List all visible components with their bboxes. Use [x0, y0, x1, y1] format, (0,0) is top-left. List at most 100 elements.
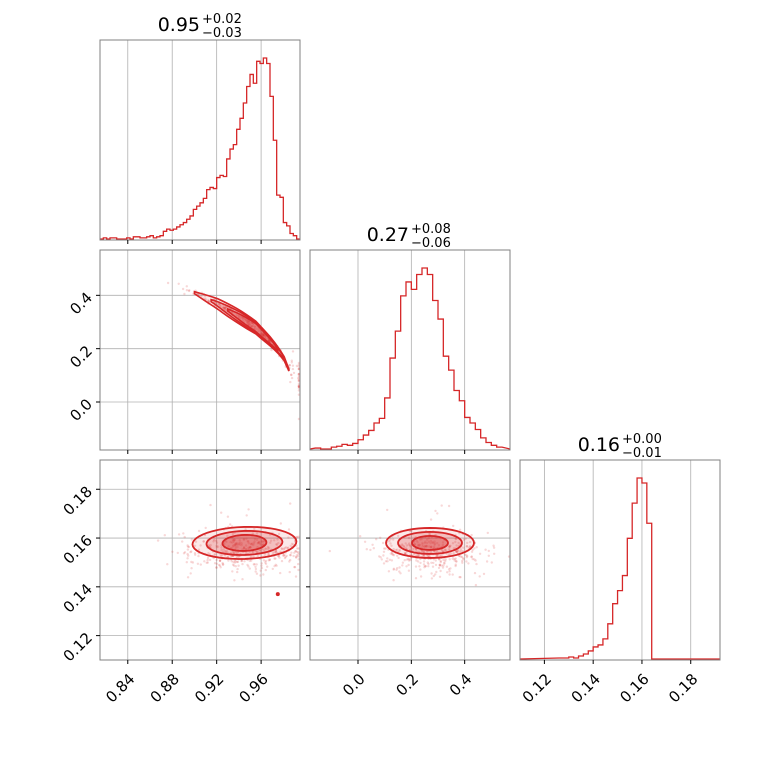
scatter-point-x1x2-88 — [359, 535, 362, 538]
scatter-point-x0x1-50 — [185, 285, 188, 288]
scatter-point-x0x2-69 — [296, 555, 300, 558]
scatter-point-x0x2-19 — [220, 511, 223, 514]
scatter-point-x0x1-114 — [290, 373, 293, 376]
scatter-point-x0x2-95 — [197, 554, 200, 558]
scatter-point-x0x1-95 — [297, 393, 301, 396]
scatter-point-x1x2-166 — [434, 509, 437, 513]
scatter-point-x0x2-31 — [186, 545, 190, 548]
scatter-point-x0x2-89 — [276, 538, 279, 541]
xtick-label-param0-1: 0.88 — [147, 670, 183, 706]
scatter-point-x1x2-152 — [427, 562, 430, 566]
scatter-point-x0x1-224 — [224, 306, 228, 309]
scatter-point-x0x1-41 — [297, 376, 301, 379]
scatter-point-x0x2-52 — [231, 532, 234, 536]
scatter-point-x1x2-19 — [449, 552, 453, 555]
hist-bin-p0-36 — [220, 175, 223, 239]
scatter-point-x1x2-250 — [448, 545, 451, 548]
scatter-point-x1x2-67 — [465, 545, 469, 548]
scatter-point-x1x2-179 — [449, 544, 452, 547]
hist-bin-p1-8 — [358, 440, 363, 449]
scatter-point-x1x2-60 — [423, 541, 426, 545]
scatter-point-x0x2-253 — [236, 570, 239, 574]
scatter-point-x0x2-367 — [265, 547, 268, 551]
scatter-point-x1x2-279 — [434, 573, 437, 576]
scatter-point-x1x2-196 — [441, 566, 445, 569]
scatter-point-x1x2-309 — [454, 564, 457, 568]
scatter-point-x0x1-182 — [235, 314, 238, 317]
histogram-param-1 — [309, 267, 511, 450]
scatter-point-x0x2-359 — [217, 563, 221, 567]
scatter-point-x1x2-266 — [422, 550, 425, 553]
scatter-point-x0x1-107 — [207, 300, 211, 303]
hist-bin-p1-5 — [342, 444, 347, 449]
scatter-point-x0x1-3 — [262, 333, 265, 336]
scatter-point-x1x2-329 — [398, 570, 401, 573]
scatter-point-x1x2-107 — [405, 544, 409, 547]
scatter-point-x1x2-82 — [386, 560, 389, 563]
scatter-point-x1x2-27 — [438, 563, 441, 566]
scatter-point-x1x2-397 — [403, 546, 406, 549]
scatter-point-x0x2-336 — [194, 553, 197, 556]
scatter-point-x0x2-225 — [289, 558, 292, 562]
scatter-point-x0x2-55 — [236, 551, 239, 555]
scatter-point-x0x1-237 — [297, 363, 301, 366]
scatter-point-x0x2-237 — [264, 562, 268, 565]
scatter-point-x1x2-274 — [438, 563, 442, 567]
scatter-point-x0x1-229 — [222, 306, 226, 309]
scatter-point-x1x2-165 — [475, 562, 478, 566]
scatter-point-x1x2-85 — [404, 542, 407, 545]
scatter-point-x1x2-319 — [437, 558, 441, 561]
scatter-point-x1x2-315 — [451, 557, 454, 560]
hist-bin-p0-47 — [257, 61, 260, 239]
scatter-point-x0x1-159 — [262, 333, 265, 337]
hist-bin-p1-32 — [486, 443, 491, 450]
scatter-point-x1x2-102 — [457, 541, 460, 545]
scatter-point-x0x2-407 — [268, 558, 271, 561]
scatter-point-x0x1-181 — [297, 384, 301, 388]
scatter-point-x1x2-370 — [448, 558, 451, 561]
scatter-point-x0x1-257 — [246, 321, 249, 325]
scatter-point-x0x2-136 — [197, 548, 201, 551]
scatter-point-x0x2-109 — [215, 566, 218, 569]
scatter-point-x0x1-207 — [254, 325, 257, 329]
scatter-point-x1x2-200 — [452, 524, 455, 528]
scatter-point-x0x2-401 — [236, 545, 239, 549]
scatter-point-x1x2-248 — [455, 560, 458, 563]
scatter-point-x0x2-58 — [229, 546, 233, 550]
scatter-point-x1x2-191 — [392, 579, 395, 582]
hist-bin-p0-21 — [170, 230, 173, 239]
scatter-point-x1x2-416 — [392, 554, 396, 557]
scatter-point-x0x2-250 — [279, 571, 282, 575]
scatter-point-x0x2-114 — [238, 543, 242, 546]
scatter-point-x0x2-178 — [218, 559, 222, 562]
scatter-point-x0x2-173 — [186, 552, 189, 556]
hist-bin-p2-8 — [598, 645, 603, 659]
scatter-point-x1x2-177 — [407, 559, 411, 562]
scatter-point-x0x2-276 — [235, 541, 238, 545]
scatter-point-x0x2-163 — [215, 562, 218, 565]
scatter-point-x1x2-286 — [390, 559, 394, 562]
scatter-point-x1x2-163 — [425, 551, 429, 554]
scatter-point-x0x2-208 — [262, 540, 266, 543]
scatter-point-x0x1-109 — [244, 318, 247, 321]
scatter-point-x1x2-49 — [475, 546, 478, 549]
scatter-point-x1x2-72 — [447, 552, 451, 556]
scatter-point-x1x2-395 — [369, 548, 372, 552]
scatter-point-x0x2-346 — [246, 540, 249, 543]
scatter-point-x0x2-157 — [255, 563, 258, 566]
scatter-point-x1x2-69 — [461, 561, 464, 564]
scatter-point-x0x2-166 — [232, 544, 235, 547]
scatter-point-x0x2-174 — [253, 538, 257, 541]
scatter-point-x0x1-183 — [247, 323, 250, 326]
scatter-point-x1x2-385 — [423, 566, 426, 569]
hist-bin-p1-27 — [459, 401, 464, 449]
scatter-point-x0x1-156 — [249, 324, 252, 327]
scatter-point-x1x2-130 — [413, 553, 416, 556]
scatter-point-x1x2-178 — [425, 545, 428, 548]
scatter-point-x1x2-195 — [426, 538, 429, 541]
scatter-point-x0x2-80 — [247, 546, 250, 549]
scatter-point-x1x2-99 — [401, 544, 404, 547]
hist-bin-p2-5 — [583, 654, 588, 659]
scatter-point-x1x2-137 — [424, 540, 427, 543]
scatter-point-x0x2-40 — [230, 560, 233, 563]
